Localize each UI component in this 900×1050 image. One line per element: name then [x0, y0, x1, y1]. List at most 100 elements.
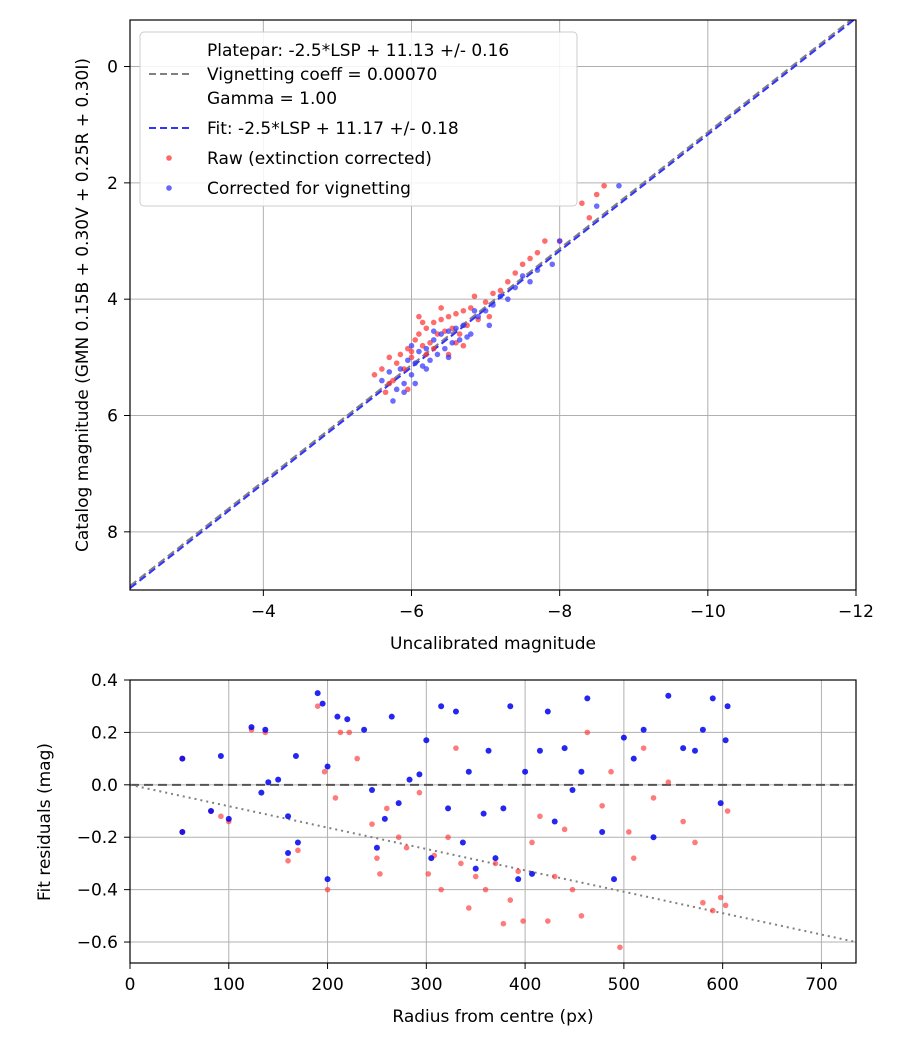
raw-residual-point: [724, 808, 731, 814]
corrected-residual-point: [584, 695, 591, 702]
raw-point: [416, 313, 422, 320]
corrected-residual-point: [722, 737, 729, 744]
raw-point: [519, 261, 526, 268]
corrected-residual-point: [217, 752, 224, 759]
corrected-residual-point: [285, 813, 292, 820]
bottom-y-tick-label: −0.6: [77, 933, 118, 953]
corrected-residual-point: [344, 716, 351, 723]
corrected-residual-point: [680, 745, 687, 752]
corrected-residual-point: [536, 747, 543, 754]
corrected-residual-point: [650, 834, 657, 841]
raw-point: [423, 351, 430, 358]
raw-residual-point: [314, 703, 321, 710]
raw-point: [386, 354, 393, 361]
corrected-residual-point: [485, 747, 492, 754]
corrected-residual-point: [717, 800, 724, 807]
corrected-residual-point: [699, 726, 706, 733]
corrected-residual-point: [428, 855, 435, 862]
corrected-residual-point: [324, 876, 331, 883]
corrected-residual-point: [724, 703, 731, 710]
corrected-residual-point: [445, 805, 452, 812]
corrected-residual-point: [438, 703, 445, 710]
legend-fit-label: Fit: -2.5*LSP + 11.17 +/- 0.18: [207, 119, 459, 139]
corrected-residual-point: [265, 779, 272, 786]
corrected-residual-point: [294, 839, 301, 846]
raw-point: [430, 345, 437, 352]
raw-point: [419, 319, 426, 326]
corrected-residual-point: [544, 708, 551, 715]
raw-residual-point: [561, 826, 568, 833]
legend-box: [139, 31, 578, 207]
top-x-tick-label: −6: [399, 602, 424, 622]
raw-point: [497, 287, 504, 294]
corrected-point: [464, 334, 470, 340]
raw-point: [579, 200, 585, 207]
corrected-point: [390, 398, 396, 404]
platepar-line: [130, 20, 853, 587]
bottom-y-tick-label: −0.2: [77, 828, 118, 848]
raw-residual-point: [569, 886, 576, 893]
raw-residual-point: [425, 871, 432, 877]
corrected-residual-point: [599, 828, 606, 835]
corrected-residual-point: [500, 805, 507, 812]
raw-residual-point: [384, 805, 390, 812]
bottom-scatter-points: [179, 690, 731, 951]
corrected-point: [438, 331, 444, 337]
corrected-point: [445, 328, 452, 334]
raw-residual-point: [403, 844, 410, 851]
corrected-residual-point: [395, 800, 402, 807]
corrected-point: [475, 313, 481, 320]
corrected-point: [471, 308, 478, 314]
raw-residual-point: [507, 897, 514, 903]
raw-residual-point: [374, 855, 380, 861]
raw-point: [460, 342, 467, 349]
corrected-point: [412, 380, 419, 387]
corrected-residual-point: [578, 768, 585, 775]
corrected-residual-point: [515, 876, 522, 883]
corrected-residual-point: [452, 708, 459, 715]
corrected-point: [434, 351, 441, 358]
raw-residual-point: [545, 918, 551, 924]
top-y-axis-label: Catalog magnitude (GMN 0.15B + 0.30V + 0…: [73, 58, 93, 552]
corrected-point: [453, 325, 459, 332]
vignetting-trend-line: [129, 783, 857, 944]
corrected-residual-point: [620, 734, 627, 741]
corrected-residual-point: [388, 713, 395, 720]
corrected-residual-point: [225, 815, 232, 822]
top-scatter-points: [371, 182, 622, 404]
legend: Platepar: -2.5*LSP + 11.13 +/- 0.16 Vign…: [139, 31, 578, 207]
raw-point: [456, 331, 463, 337]
corrected-point: [416, 348, 422, 355]
corrected-point: [423, 366, 430, 372]
bottom-x-tick-label: 0: [125, 975, 136, 995]
corrected-point: [519, 273, 526, 279]
corrected-point: [430, 337, 437, 343]
corrected-point: [593, 203, 600, 209]
raw-residual-point: [584, 729, 591, 736]
corrected-residual-point: [529, 870, 536, 877]
corrected-residual-point: [416, 771, 423, 778]
raw-residual-point: [599, 802, 605, 809]
raw-residual-point: [665, 779, 672, 785]
top-x-ticks: −4 −6 −8 −10 −12: [251, 590, 874, 622]
raw-residual-point: [529, 839, 535, 846]
raw-residual-point: [520, 918, 526, 924]
corrected-residual-point: [179, 755, 186, 762]
corrected-residual-point: [179, 828, 186, 835]
corrected-residual-point: [480, 810, 487, 817]
raw-residual-point: [617, 944, 623, 951]
top-x-tick-label: −12: [838, 602, 874, 622]
bottom-x-ticks: 0 100 200 300 400 500 600 700: [125, 963, 838, 995]
bottom-x-tick-label: 100: [213, 975, 245, 995]
raw-residual-point: [416, 789, 423, 796]
raw-residual-point: [395, 834, 402, 841]
corrected-point: [408, 342, 415, 349]
corrected-point: [379, 377, 385, 384]
corrected-point: [534, 267, 541, 273]
raw-point: [601, 182, 607, 189]
legend-corrected-label: Corrected for vignetting: [207, 179, 411, 199]
bottom-x-tick-label: 500: [608, 975, 640, 995]
corrected-point: [430, 328, 437, 334]
top-x-tick-label: −8: [547, 602, 572, 622]
raw-residual-point: [285, 858, 291, 864]
